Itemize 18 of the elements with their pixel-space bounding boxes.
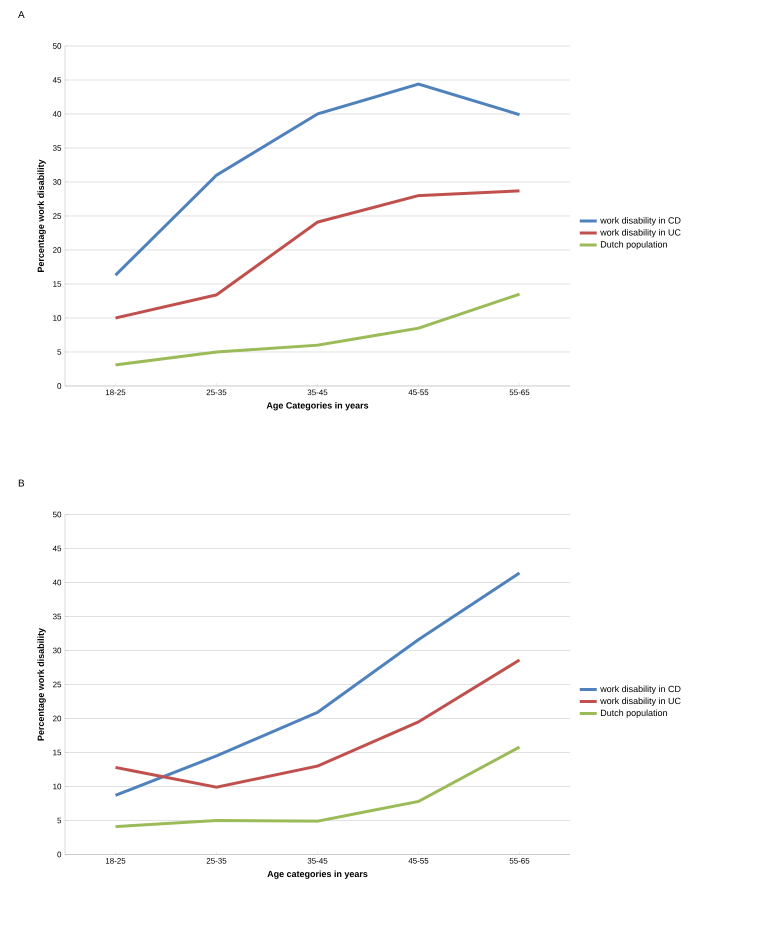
x-axis-title: Age Categories in years: [266, 402, 368, 410]
legend-label: work disability in UC: [600, 697, 681, 706]
legend-label: Dutch population: [600, 240, 667, 250]
line-series: [114, 571, 521, 797]
x-axis-title: Age categories in years: [267, 870, 368, 879]
line-series: [114, 746, 521, 828]
y-axis-title: Percentage work disability: [37, 159, 46, 272]
legend-label: work disability in CD: [600, 686, 681, 694]
legend-label: work disability in CD: [600, 217, 681, 226]
chart-title: B: [18, 480, 24, 486]
line-series: [114, 658, 521, 789]
chart-title: A: [18, 11, 25, 18]
legend-label: Dutch population: [600, 709, 667, 718]
line-series: [114, 292, 521, 366]
line-series: [114, 82, 521, 277]
line-series: [114, 189, 521, 320]
legend-label: work disability in UC: [600, 228, 681, 238]
y-axis-title: Percentage work disability: [37, 628, 46, 740]
